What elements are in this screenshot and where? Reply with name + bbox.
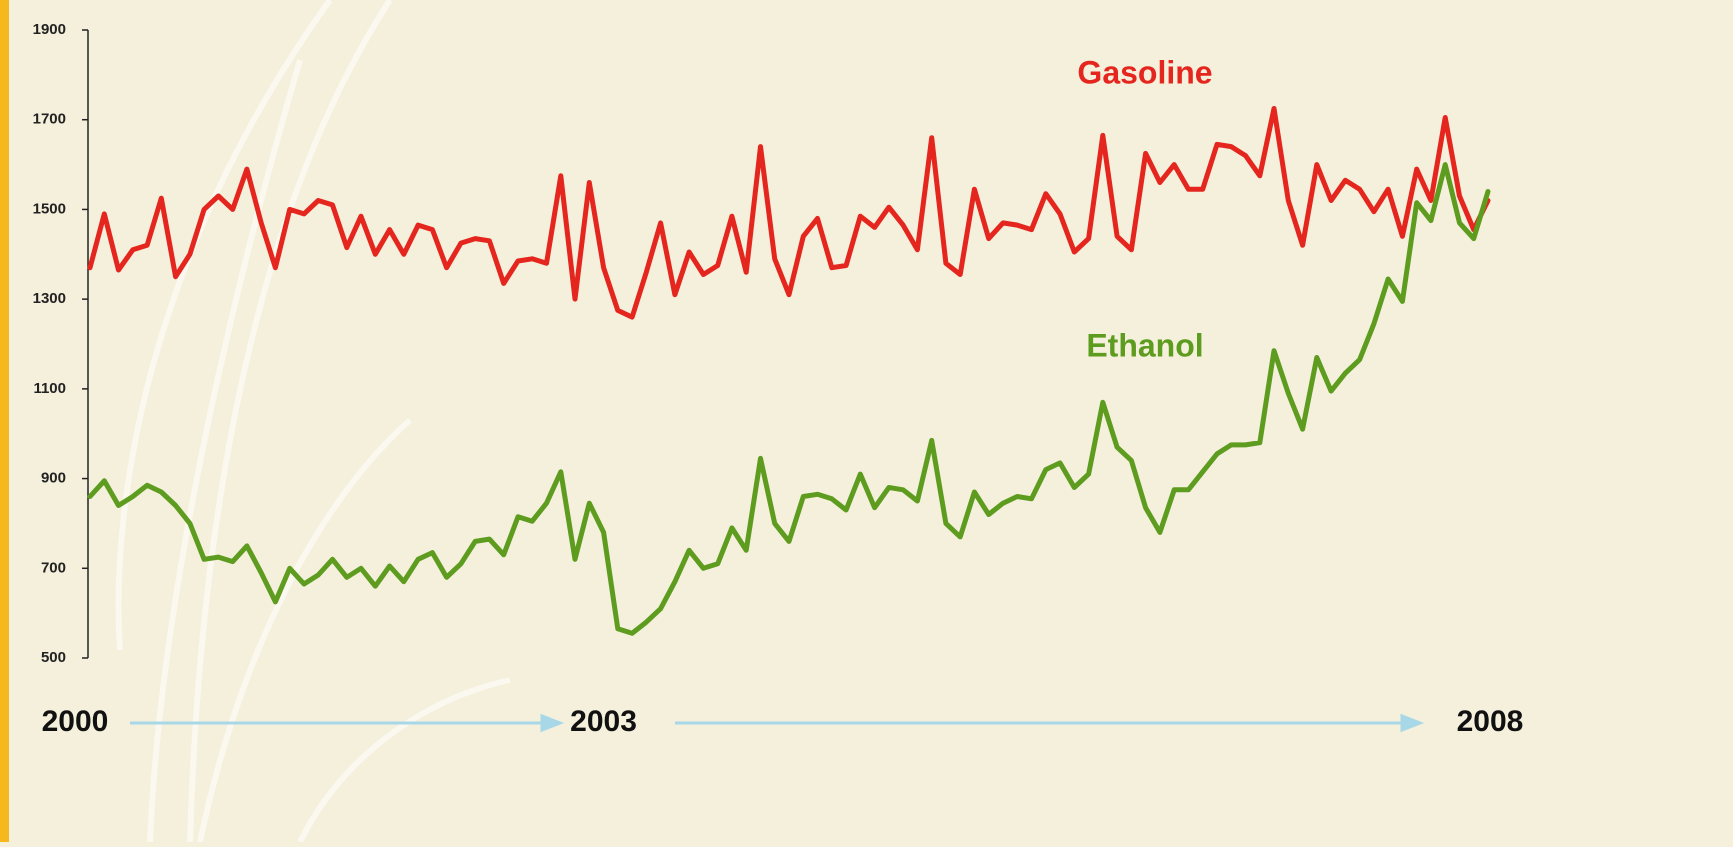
y-tick-label: 1900 [33, 21, 66, 38]
y-tick-label: 1300 [33, 290, 66, 307]
series-label: Gasoline [1077, 54, 1212, 90]
series-line [87, 162, 1491, 636]
x-tick-label: 2000 [42, 705, 109, 738]
y-tick-label: 900 [41, 470, 66, 487]
y-tick-label: 700 [41, 559, 66, 576]
y-tick-label: 1500 [33, 200, 66, 217]
series-label: Ethanol [1086, 327, 1203, 363]
x-tick-label: 2008 [1457, 705, 1524, 738]
x-tick-label: 2003 [570, 705, 637, 738]
y-tick-label: 1700 [33, 111, 66, 128]
series-line [87, 106, 1491, 320]
grass-decoration [115, 0, 511, 844]
y-tick-label: 1100 [33, 380, 66, 397]
x-arrows [130, 713, 1425, 733]
y-tick-label: 500 [41, 649, 66, 666]
left-border [0, 0, 9, 842]
